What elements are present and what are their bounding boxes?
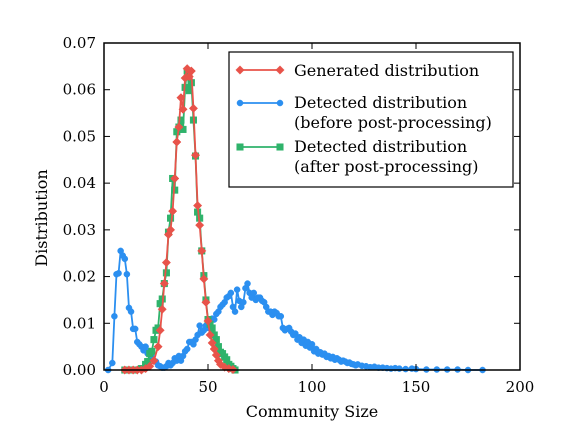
legend-marker [275, 65, 285, 75]
data-point [166, 225, 176, 235]
x-tick-label: 150 [402, 378, 431, 396]
data-point [149, 356, 159, 366]
y-axis-label: Distribution [32, 169, 51, 266]
data-point [167, 214, 175, 222]
y-tick-label: 0.06 [63, 81, 96, 99]
data-point [227, 289, 235, 297]
data-point [168, 206, 178, 216]
x-tick-label: 0 [99, 378, 109, 396]
data-point [292, 330, 299, 337]
data-point [188, 103, 198, 113]
x-tick-label: 50 [198, 378, 217, 396]
legend-label: (before post-processing) [294, 113, 492, 132]
data-point [193, 201, 203, 211]
data-point [121, 255, 129, 263]
data-point [277, 313, 285, 320]
data-point [233, 286, 241, 293]
y-tick-label: 0.01 [63, 314, 96, 332]
legend: Generated distribution Detected distribut… [228, 51, 514, 188]
data-point [123, 270, 131, 278]
data-point [159, 279, 169, 289]
data-point [153, 342, 163, 352]
data-point [176, 93, 186, 103]
legend-marker [236, 99, 244, 107]
data-point [197, 246, 207, 256]
data-point [177, 116, 185, 124]
data-point [127, 308, 135, 315]
data-point [178, 104, 188, 114]
series-diamond [120, 64, 238, 375]
data-point [170, 173, 180, 184]
legend-label: Detected distribution [294, 93, 467, 112]
data-point [142, 343, 149, 350]
legend-label: Detected distribution [294, 137, 467, 156]
data-point [174, 122, 184, 132]
data-point [148, 347, 156, 355]
y-tick-label: 0.03 [63, 221, 96, 239]
data-point [186, 66, 196, 76]
y-tick-label: 0.05 [63, 127, 96, 145]
legend-box [228, 51, 514, 188]
data-point [183, 345, 191, 353]
data-point [205, 330, 215, 340]
data-point [203, 316, 213, 326]
data-point [190, 150, 201, 160]
data-point [199, 274, 209, 284]
legend-label: Generated distribution [294, 61, 479, 80]
data-point [184, 72, 194, 82]
y-tick-label: 0.02 [63, 268, 96, 286]
data-point [131, 325, 139, 333]
y-tick-label: 0.04 [63, 174, 96, 192]
data-point [111, 313, 118, 320]
y-tick-label: 0.07 [63, 34, 96, 52]
data-point [231, 308, 239, 315]
y-tick-label: 0.00 [63, 361, 96, 379]
data-point [157, 304, 167, 314]
data-point [250, 289, 258, 297]
data-point [244, 280, 251, 287]
data-point [150, 336, 158, 344]
series-layer [104, 64, 486, 375]
legend-label: (after post-processing) [294, 157, 479, 176]
data-point [240, 298, 247, 306]
data-point [109, 359, 116, 367]
data-point [115, 270, 122, 277]
data-point [172, 137, 182, 147]
x-tick-label: 100 [298, 378, 327, 396]
axis-layer: 0 50 100 150 200 0.00 0.01 0.02 0.03 0.04 0.05 0.06… [63, 34, 535, 396]
legend-marker [276, 99, 284, 107]
legend-marker [276, 143, 284, 151]
x-axis-label: Community Size [246, 402, 378, 421]
x-tick-label: 200 [506, 378, 535, 396]
data-point [195, 220, 205, 230]
data-point [155, 325, 165, 335]
data-point [161, 258, 171, 268]
legend-marker [235, 65, 245, 75]
data-point [201, 297, 211, 307]
data-point [308, 341, 316, 348]
data-point [402, 365, 409, 373]
legend-marker [236, 143, 244, 151]
